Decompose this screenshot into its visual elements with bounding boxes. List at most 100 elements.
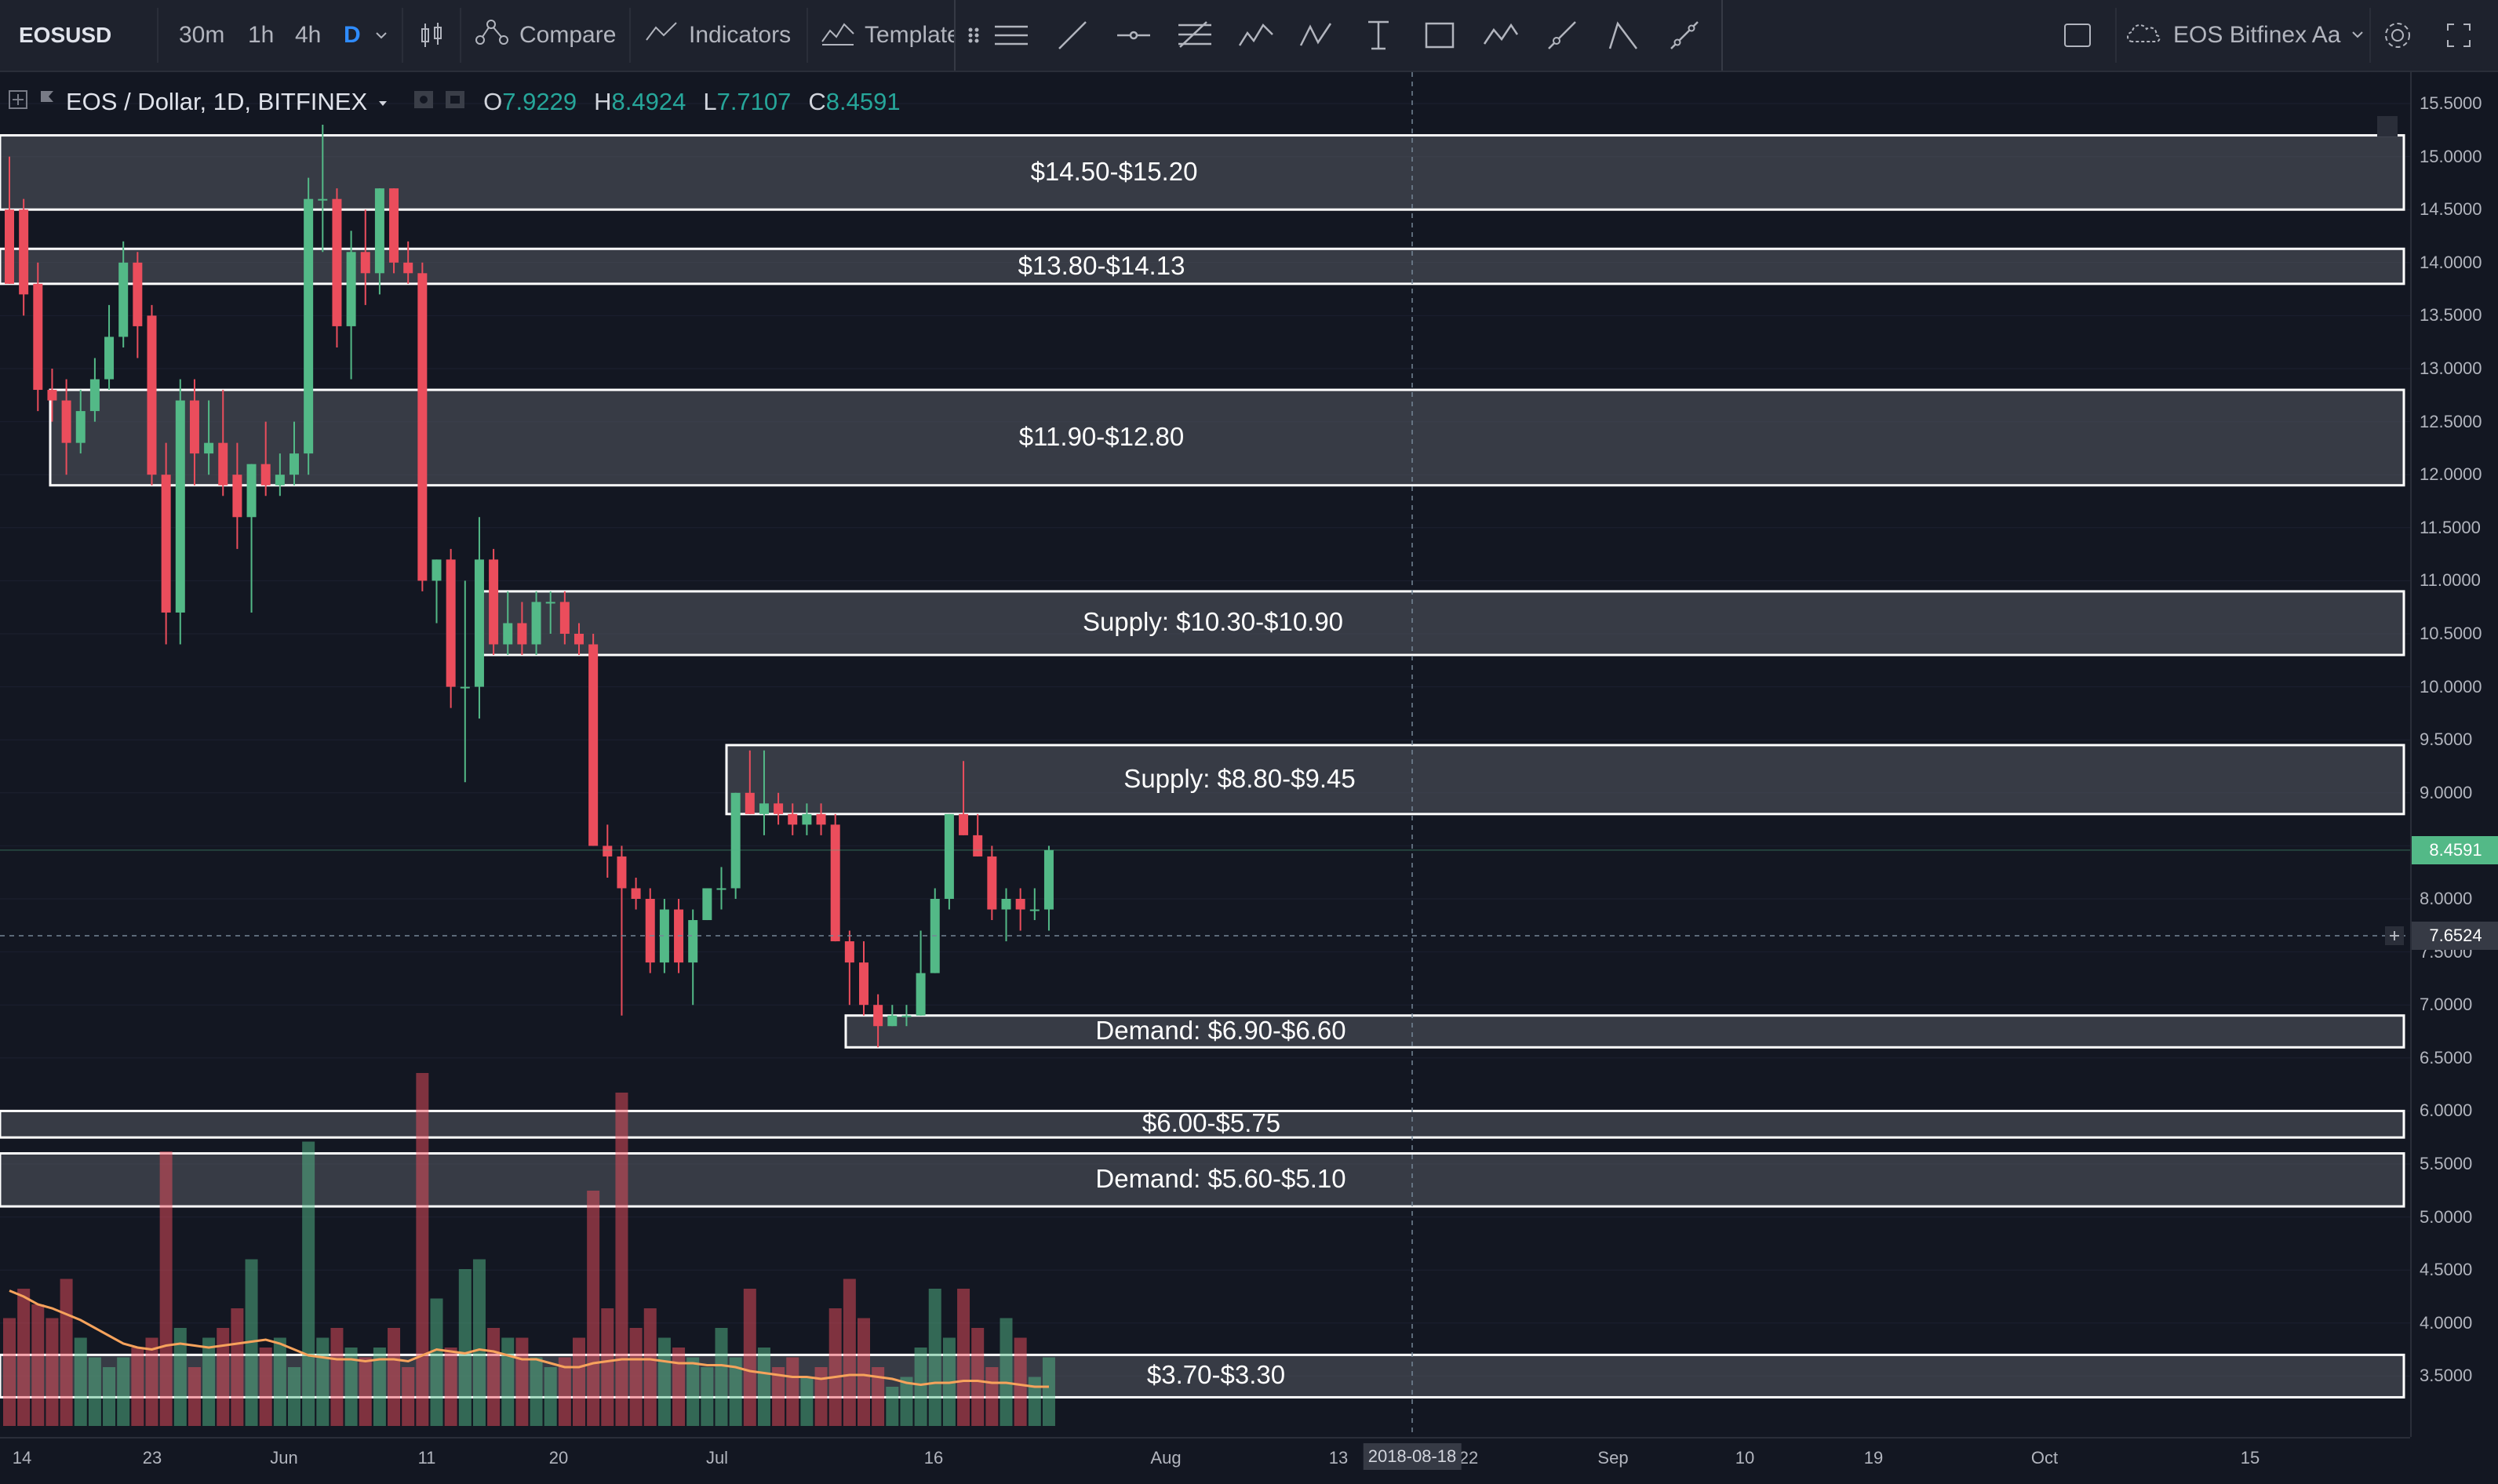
legend-visibility-icon[interactable]	[413, 88, 435, 116]
pattern-tool-icon[interactable]	[1477, 11, 1525, 60]
price-tick: 11.0000	[2420, 570, 2481, 591]
zone-label[interactable]: Supply: $10.30-$10.90	[1082, 607, 1344, 637]
candle-body	[759, 803, 769, 814]
symbol-search-button[interactable]: EOSUSD	[19, 23, 112, 47]
zone-label[interactable]: Demand: $5.60-$5.10	[1095, 1164, 1346, 1194]
candle-body	[75, 411, 86, 443]
volume-bar	[3, 1318, 16, 1426]
candle-body	[873, 1005, 883, 1027]
settings-gear-icon[interactable]	[2380, 0, 2415, 71]
time-tick: 19	[1863, 1448, 1884, 1468]
time-tick: 20	[548, 1448, 569, 1468]
candle-body	[802, 813, 812, 825]
title-chevron-icon[interactable]	[377, 88, 389, 116]
measure-tool-icon[interactable]	[1660, 11, 1709, 60]
candle-body	[61, 400, 71, 443]
chevron-down-icon	[2350, 22, 2365, 49]
volume-bar	[359, 1357, 372, 1426]
price-tick: 3.5000	[2420, 1366, 2473, 1386]
volume-bar	[302, 1141, 315, 1426]
volume-bar	[601, 1308, 614, 1426]
zone-label[interactable]: Supply: $8.80-$9.45	[1123, 763, 1356, 793]
volume-bar	[729, 1357, 742, 1426]
price-chart[interactable]	[0, 72, 2410, 1437]
volume-bar	[515, 1337, 529, 1426]
gann-tool-icon[interactable]	[1599, 11, 1648, 60]
brush-tool-icon[interactable]	[1538, 11, 1586, 60]
trend-line-tool-icon[interactable]	[1048, 11, 1097, 60]
zone-label[interactable]: $13.80-$14.13	[1018, 250, 1185, 280]
expand-icon[interactable]	[2443, 0, 2474, 71]
volume-bar	[985, 1367, 999, 1426]
rectangle-tool-icon[interactable]	[1415, 11, 1464, 60]
candle-body	[246, 464, 257, 518]
candle-body	[1015, 899, 1025, 910]
templates-button[interactable]: Template	[821, 0, 960, 71]
volume-bar	[231, 1308, 244, 1426]
candle-body	[446, 559, 456, 687]
horizontal-lines-tool-icon[interactable]	[987, 11, 1036, 60]
volume-bar	[800, 1377, 814, 1426]
zone-label[interactable]: Demand: $6.90-$6.60	[1095, 1016, 1346, 1045]
crosshair-date-badge: 2018-08-18	[1363, 1443, 1462, 1470]
layout-save-button[interactable]: EOS Bitfinex Aa	[2123, 0, 2365, 71]
volume-bar	[173, 1328, 187, 1426]
candle-body	[887, 1015, 898, 1027]
volume-bar	[103, 1367, 116, 1426]
volume-bar	[131, 1348, 144, 1426]
volume-bar	[657, 1337, 671, 1426]
indicators-button[interactable]: Indicators	[645, 0, 791, 71]
price-axis[interactable]: 15.5000 15.0000 14.5000 14.0000 13.5000 13.00…	[2410, 72, 2498, 1437]
zone-label[interactable]: $14.50-$15.20	[1030, 156, 1198, 186]
time-tick: 22	[1458, 1448, 1479, 1468]
abcd-pattern-tool-icon[interactable]	[1293, 11, 1342, 60]
candle-body	[617, 856, 627, 889]
interval-1h[interactable]: 1h	[248, 22, 275, 48]
price-tick: 4.0000	[2420, 1312, 2473, 1333]
volume-bar	[886, 1387, 899, 1426]
zone-label[interactable]: $11.90-$12.80	[1018, 421, 1185, 451]
chart-pane[interactable]: $14.50-$15.20 $13.80-$14.13 $11.90-$12.80 S…	[0, 72, 2410, 1437]
candle-body	[688, 920, 698, 963]
interval-30m[interactable]: 30m	[179, 22, 225, 48]
legend-settings-icon[interactable]	[444, 88, 466, 116]
fib-retracement-tool-icon[interactable]	[1171, 11, 1219, 60]
zone-label[interactable]: $6.00-$5.75	[1142, 1108, 1281, 1138]
symbol-title[interactable]: EOS / Dollar, 1D, BITFINEX	[66, 88, 368, 115]
candle-body	[645, 899, 655, 963]
zone-rect	[0, 247, 2405, 286]
volume-bar	[643, 1308, 657, 1426]
volume-bar	[373, 1348, 386, 1426]
volume-bar	[344, 1348, 358, 1426]
compare-button[interactable]: Compare	[474, 0, 616, 71]
templates-label: Template	[865, 22, 960, 48]
candle-body	[133, 262, 143, 326]
candle-body	[517, 623, 527, 645]
time-axis[interactable]: 14 23 Jun 11 20 Jul 16 Aug 13 22 Sep 10 19 Oct 15 2018-…	[0, 1437, 2410, 1484]
candle-body	[218, 442, 228, 486]
interval-dropdown-chevron-icon[interactable]	[373, 0, 389, 71]
volume-bar	[843, 1278, 856, 1426]
volume-bar	[957, 1289, 970, 1426]
drag-handle-icon[interactable]	[949, 11, 979, 60]
candle-body	[175, 400, 185, 613]
candle-style-icon[interactable]	[416, 0, 447, 71]
flag-icon[interactable]	[38, 88, 56, 116]
volume-bar	[573, 1337, 585, 1426]
zone-label[interactable]: $3.70-$3.30	[1146, 1360, 1286, 1390]
volume-bar	[159, 1151, 173, 1426]
interval-4h[interactable]: 4h	[295, 22, 322, 48]
elliott-wave-tool-icon[interactable]	[1232, 11, 1280, 60]
volume-bar	[530, 1357, 543, 1426]
text-tool-icon[interactable]	[1354, 11, 1403, 60]
price-tick: 9.0000	[2420, 782, 2473, 802]
open-key: O	[483, 88, 503, 115]
horizontal-ray-tool-icon[interactable]	[1109, 11, 1158, 60]
volume-bar	[786, 1357, 799, 1426]
price-tick: 15.0000	[2420, 146, 2482, 166]
legend-expand-icon[interactable]	[8, 88, 28, 116]
interval-d[interactable]: D	[344, 22, 361, 48]
candle-body	[574, 634, 584, 645]
candle-body	[318, 198, 328, 201]
fullscreen-toggle-icon[interactable]	[2062, 0, 2093, 71]
